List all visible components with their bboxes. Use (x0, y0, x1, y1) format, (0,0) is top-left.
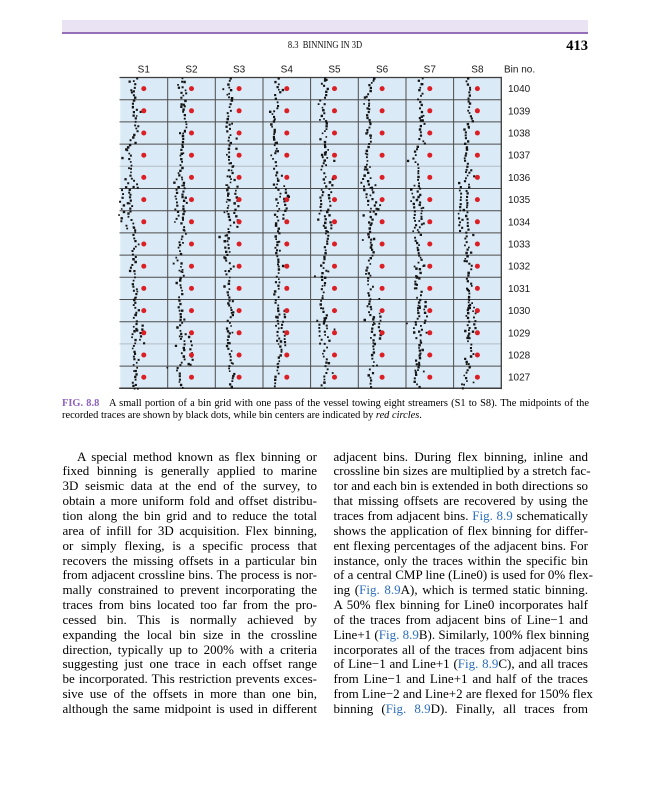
svg-text:1039: 1039 (508, 106, 531, 117)
svg-text:Bin no.: Bin no. (504, 65, 535, 76)
svg-text:S4: S4 (281, 65, 294, 76)
svg-text:1028: 1028 (508, 351, 531, 362)
svg-text:1036: 1036 (508, 173, 531, 184)
svg-text:1034: 1034 (508, 217, 531, 228)
svg-text:1031: 1031 (508, 284, 531, 295)
svg-text:1035: 1035 (508, 195, 531, 206)
svg-text:1027: 1027 (508, 373, 531, 384)
svg-text:S5: S5 (328, 65, 341, 76)
svg-text:1032: 1032 (508, 262, 531, 273)
svg-text:S3: S3 (233, 65, 246, 76)
svg-text:S8: S8 (471, 65, 484, 76)
svg-text:S6: S6 (376, 65, 389, 76)
svg-text:1038: 1038 (508, 129, 531, 140)
svg-text:1029: 1029 (508, 328, 531, 339)
svg-text:1037: 1037 (508, 151, 531, 162)
svg-text:1030: 1030 (508, 306, 531, 317)
svg-text:S1: S1 (138, 65, 151, 76)
svg-text:S7: S7 (424, 65, 437, 76)
svg-text:1033: 1033 (508, 240, 531, 251)
svg-text:1040: 1040 (508, 84, 531, 95)
svg-text:S2: S2 (185, 65, 198, 76)
